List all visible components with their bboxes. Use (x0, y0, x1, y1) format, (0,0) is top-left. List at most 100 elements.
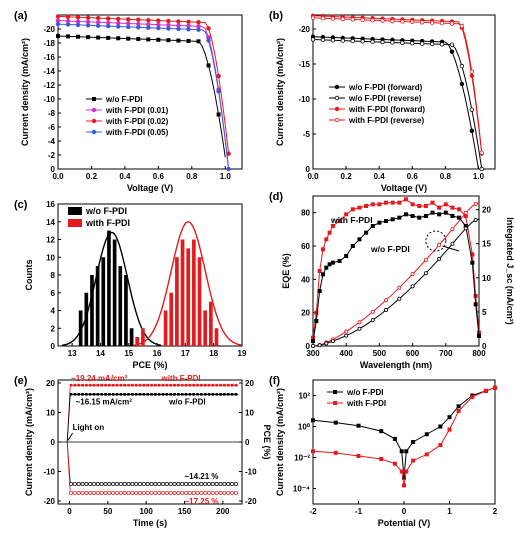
stability-point (127, 383, 130, 387)
stability-point (180, 383, 184, 387)
x-tick-label: 400 (340, 349, 354, 358)
x-tick-label: 18 (209, 349, 218, 358)
series-point (95, 20, 101, 25)
stability-point (111, 482, 116, 486)
stability-point (211, 393, 215, 396)
eqe-point (327, 262, 332, 267)
stability-point (173, 393, 176, 396)
stability-point (85, 393, 88, 396)
series-point (55, 14, 61, 19)
stability-point (99, 490, 104, 495)
stability-point (161, 490, 165, 495)
stability-point (134, 490, 139, 495)
legend-entry: w/o F-PDI (85, 206, 127, 216)
stability-point (177, 393, 180, 396)
dark-jv-line (312, 387, 496, 478)
stability-point (226, 383, 230, 387)
stability-point (107, 490, 112, 495)
series-point (75, 22, 81, 28)
rise-line (66, 394, 71, 443)
stability-point (104, 383, 107, 387)
stability-point (164, 490, 169, 495)
y-tick-label: 20 (46, 379, 55, 388)
series-point (126, 24, 131, 30)
stability-point (184, 482, 188, 486)
bar (124, 275, 128, 346)
eqe-point (330, 223, 335, 228)
y-tick-label: -18 (43, 39, 55, 48)
eqe-point (370, 223, 375, 228)
bar (163, 310, 168, 346)
stability-point (150, 393, 153, 396)
bar (186, 248, 191, 346)
stability-point (130, 490, 135, 495)
series-point (196, 20, 201, 25)
stability-point (141, 482, 146, 486)
x-axis-label: PCE (%) (132, 360, 167, 370)
dark-jv-point (447, 415, 452, 420)
stability-point (146, 393, 149, 396)
stability-point (138, 393, 142, 396)
series-point (116, 24, 121, 29)
eqe-point (357, 205, 362, 210)
stability-point (161, 482, 165, 486)
y-tick-label: 10 (46, 253, 55, 262)
bar (129, 328, 134, 346)
eqe-point (364, 203, 369, 208)
dark-jv-point (392, 436, 397, 441)
stability-point (169, 383, 172, 387)
series-point (310, 15, 316, 20)
series-point (320, 16, 326, 21)
legend-point (92, 97, 97, 102)
eqe-point (450, 213, 455, 218)
stability-point (169, 393, 172, 396)
x-tick-label: 0.0 (307, 172, 319, 181)
series-point (226, 166, 231, 172)
series-point (76, 34, 81, 39)
bar (209, 301, 213, 346)
dark-jv-point (401, 483, 406, 488)
dark-jv-point (438, 443, 443, 448)
stability-point (191, 482, 196, 486)
eqe-point (364, 230, 369, 235)
legend-entry: with F-PDI (0.05) (105, 128, 169, 137)
series-point (216, 89, 221, 94)
eqe-point (337, 258, 342, 263)
series-point (66, 34, 71, 39)
stability-point (95, 490, 100, 495)
series-point (350, 17, 355, 22)
stability-point (200, 393, 203, 396)
y2-tick-label: 15 (482, 240, 491, 249)
integrated-point (410, 272, 415, 277)
series-point (105, 23, 111, 29)
x-tick-label: 1.0 (220, 172, 232, 181)
series-point (156, 25, 161, 31)
x-tick-label: 0.6 (153, 172, 165, 181)
eqe-point (410, 213, 415, 218)
stability-point (207, 383, 211, 387)
stability-point (188, 393, 192, 396)
dark-jv-point (356, 423, 361, 428)
series-point (370, 18, 375, 23)
dark-jv-point (438, 424, 443, 429)
bar (169, 292, 174, 346)
y-tick-label: 60 (301, 242, 310, 251)
eqe-point (320, 272, 325, 277)
dark-jv-point (333, 450, 338, 455)
y-tick-label: -12 (43, 81, 55, 90)
series-line (57, 20, 230, 170)
legend-point (334, 84, 340, 90)
stability-point (154, 383, 157, 387)
stability-point (157, 393, 161, 396)
eqe-point (320, 247, 325, 252)
stability-point (192, 383, 195, 387)
eqe-point (314, 310, 319, 315)
bar (112, 239, 117, 346)
dark-jv-point (492, 385, 497, 390)
rise-line (66, 441, 71, 493)
series-point (146, 37, 151, 42)
integrated-point (324, 341, 329, 346)
bar (90, 275, 94, 346)
series-point (176, 26, 181, 32)
stability-point (226, 490, 231, 495)
